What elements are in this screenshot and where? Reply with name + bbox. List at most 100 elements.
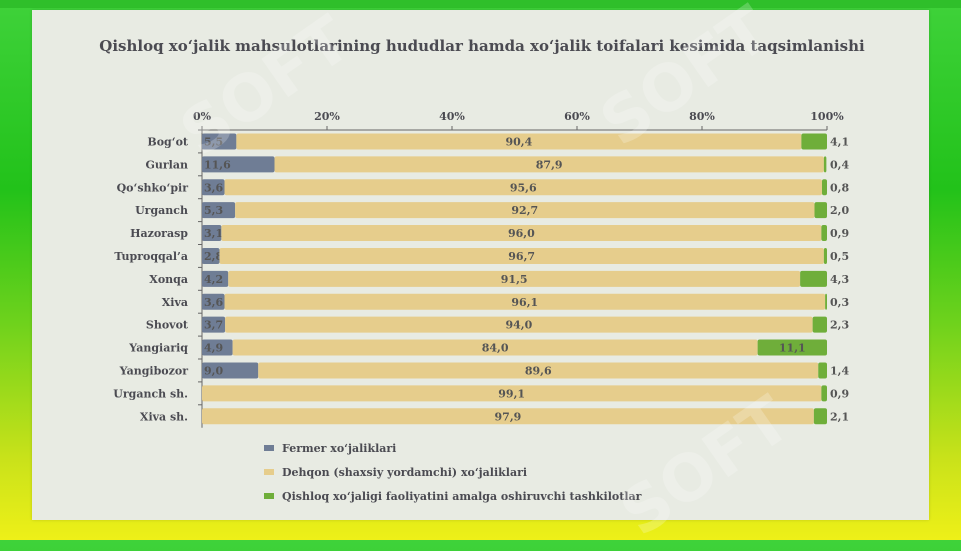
data-label: 87,9 [536, 158, 563, 171]
data-label: 4,3 [830, 273, 849, 286]
category-label: Hazorasp [130, 227, 188, 240]
category-label: Xiva [162, 296, 188, 309]
slide: Qishloq xo‘jalik mahsulotlarining hududl… [32, 0, 929, 551]
category-label: Urganch [135, 204, 188, 217]
legend-item-dehqon: Dehqon (shaxsiy yordamchi) xo‘jaliklari [264, 464, 641, 480]
category-label: Shovot [146, 319, 189, 332]
legend-swatch-fermer [264, 445, 274, 451]
bar-segment [219, 247, 824, 264]
category-label: Qo‘shko‘pir [117, 181, 189, 194]
data-label: 91,5 [501, 273, 528, 286]
data-label: 0,8 [830, 181, 849, 194]
x-tick-label: 100% [810, 110, 844, 123]
x-tick-label: 60% [564, 110, 590, 123]
x-tick-label: 20% [314, 110, 340, 123]
data-label: 2,3 [830, 319, 849, 332]
data-label: 11,1 [779, 342, 806, 355]
category-label: Bog‘ot [147, 135, 188, 148]
bar-segment [224, 179, 822, 196]
bar-segment [274, 156, 824, 173]
data-label: 84,0 [482, 342, 509, 355]
legend-label-fermer: Fermer xo‘jaliklari [282, 441, 397, 455]
bar-segment [812, 316, 827, 333]
x-tick-label: 80% [689, 110, 715, 123]
bar-segment [822, 179, 827, 196]
legend-label-tashkilotlar: Qishloq xo‘jaligi faoliyatini amalga osh… [282, 489, 642, 503]
category-label: Yangibozor [119, 364, 189, 377]
bar-segment [202, 385, 822, 402]
bar-segment [202, 202, 236, 219]
bar-segment [821, 225, 827, 242]
bar-segment [202, 270, 229, 287]
bar-segment [818, 362, 827, 379]
bar-segment [800, 270, 827, 287]
bar-segment [202, 408, 814, 425]
data-label: 5,5 [204, 135, 223, 148]
data-label: 0,9 [830, 387, 849, 400]
data-label: 9,0 [204, 364, 223, 377]
data-label: 90,4 [505, 135, 532, 148]
bar-segment [258, 362, 819, 379]
data-label: 0,9 [830, 227, 849, 240]
bar-segment [221, 225, 822, 242]
x-tick-label: 0% [193, 110, 212, 123]
chart-title: Qishloq xo‘jalik mahsulotlarining hududl… [99, 37, 865, 55]
chart-svg: 0% 20% 40% 60% 80% 100% Bog‘ot 5,5 90,4 4,1 Gurlan… [113, 110, 849, 428]
bar-segment [202, 179, 225, 196]
bar-segment [228, 270, 801, 287]
data-label: 2,1 [830, 410, 849, 423]
data-label: 0,3 [830, 296, 849, 309]
legend-item-tashkilotlar: Qishloq xo‘jaligi faoliyatini amalga osh… [264, 488, 641, 504]
data-label: 11,6 [204, 158, 231, 171]
bar-segment [202, 225, 222, 242]
bar-segment [236, 133, 802, 150]
x-tick-label: 40% [439, 110, 465, 123]
data-label: 95,6 [510, 181, 537, 194]
bar-segment [825, 293, 827, 310]
legend-item-fermer: Fermer xo‘jaliklari [264, 440, 641, 456]
legend-swatch-tashkilotlar [264, 493, 274, 499]
bar-segment [235, 202, 815, 219]
bar-segment [202, 156, 275, 173]
category-label: Tuproqqal’a [114, 250, 188, 263]
data-label: 3,1 [204, 227, 223, 240]
bar-segment [202, 293, 225, 310]
category-label: Urganch sh. [113, 387, 188, 400]
data-label: 96,7 [508, 250, 535, 263]
bar-segment [202, 247, 220, 264]
bar-segment [814, 202, 827, 219]
legend-swatch-dehqon [264, 469, 274, 475]
category-label: Xonqa [149, 273, 188, 286]
bar-segment [801, 133, 827, 150]
bar-segment [202, 362, 259, 379]
data-label: 2,0 [830, 204, 849, 217]
data-label: 3,7 [204, 319, 223, 332]
category-label: Xiva sh. [140, 410, 188, 423]
data-label: 4,2 [204, 273, 223, 286]
bar-segment [202, 316, 226, 333]
data-label: 97,9 [495, 410, 522, 423]
category-label: Yangiariq [128, 342, 188, 355]
category-label: Gurlan [146, 158, 189, 171]
data-label: 4,1 [830, 135, 849, 148]
data-label: 3,6 [204, 181, 223, 194]
data-label: 0,5 [830, 250, 849, 263]
legend: Fermer xo‘jaliklari Dehqon (shaxsiy yord… [264, 440, 641, 512]
data-label: 89,6 [525, 364, 552, 377]
data-label: 4,9 [204, 342, 223, 355]
bar-segment [225, 316, 813, 333]
data-label: 96,1 [511, 296, 538, 309]
bar-segment [202, 133, 237, 150]
data-label: 92,7 [511, 204, 538, 217]
data-label: 2,8 [204, 250, 223, 263]
data-label: 5,3 [204, 204, 223, 217]
bar-segment [823, 156, 827, 173]
data-label: 99,1 [498, 387, 525, 400]
data-label: 3,6 [204, 296, 223, 309]
bar-segment [823, 247, 827, 264]
data-label: 94,0 [505, 319, 532, 332]
data-label: 0,4 [830, 158, 849, 171]
bar-segment [232, 339, 758, 356]
data-label: 1,4 [830, 364, 849, 377]
bar-segment [813, 408, 827, 425]
